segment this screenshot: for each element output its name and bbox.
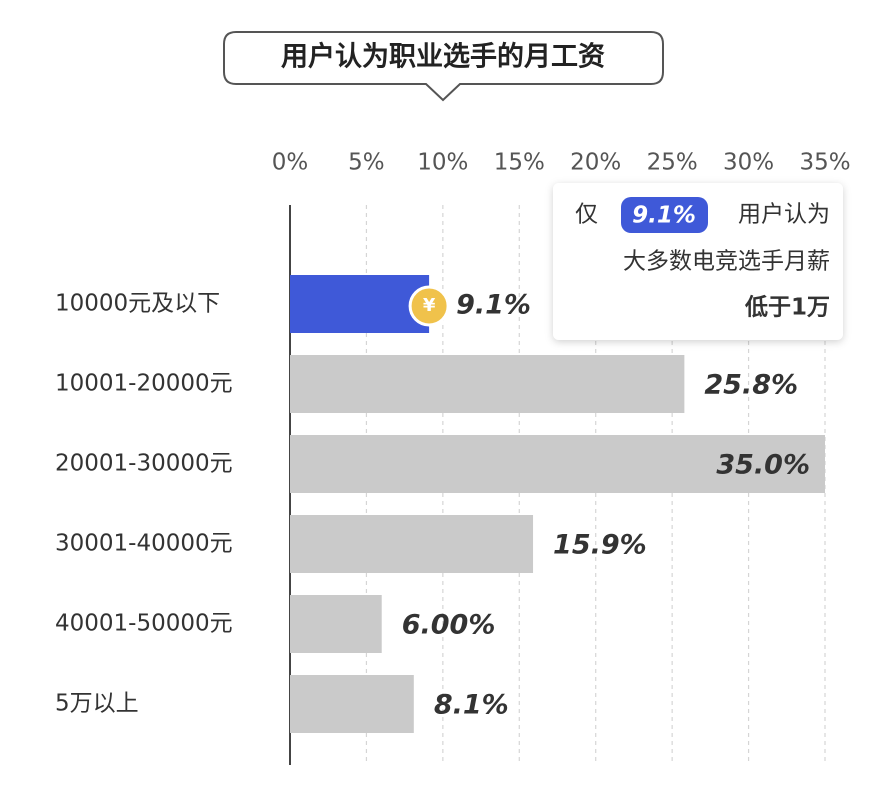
value-label: 15.9% [553, 530, 647, 561]
title-box [223, 31, 664, 102]
callout-prefix: 仅 [575, 202, 598, 228]
callout-line3: 低于1万 [744, 295, 830, 321]
callout: 仅 9.1% 用户认为 大多数电竞选手月薪 低于1万 [553, 183, 843, 340]
x-tick-label: 5% [348, 150, 385, 176]
callout-pill [621, 197, 708, 233]
bar [290, 675, 414, 733]
x-tick-label: 15% [494, 150, 545, 176]
y-tick-label: 10000元及以下 [55, 291, 220, 317]
x-tick-label: 20% [570, 150, 621, 176]
bar [290, 595, 382, 653]
value-label: 35.0% [716, 450, 810, 481]
callout-suffix: 用户认为 [738, 202, 830, 228]
value-label: 8.1% [434, 690, 509, 721]
value-label: 6.00% [402, 610, 496, 641]
value-label: 25.8% [704, 370, 798, 401]
chart-title: 用户认为职业选手的月工资 [281, 41, 605, 73]
y-tick-label: 30001-40000元 [55, 531, 233, 557]
y-tick-label: 40001-50000元 [55, 611, 233, 637]
x-tick-label: 35% [799, 150, 850, 176]
x-tick-label: 30% [723, 150, 774, 176]
bar [290, 435, 825, 493]
bar [290, 515, 534, 573]
x-tick-label: 10% [417, 150, 468, 176]
value-label: 9.1% [456, 290, 531, 321]
x-tick-label: 0% [272, 150, 309, 176]
x-tick-label: 25% [647, 150, 698, 176]
y-tick-label: 5万以上 [55, 691, 139, 717]
y-tick-label: 10001-20000元 [55, 371, 233, 397]
bar [290, 355, 685, 413]
plot-area: 0% 5% 10% 15% 20% 25% 30% 35% 10000元及以下 ¥9.1% 1000… [55, 150, 851, 765]
coin-label: ¥ [423, 295, 436, 316]
callout-highlight: 9.1% [632, 203, 696, 229]
y-tick-label: 20001-30000元 [55, 451, 233, 477]
coin-icon [408, 285, 450, 327]
bar [290, 275, 430, 333]
callout-line2: 大多数电竞选手月薪 [623, 249, 830, 275]
